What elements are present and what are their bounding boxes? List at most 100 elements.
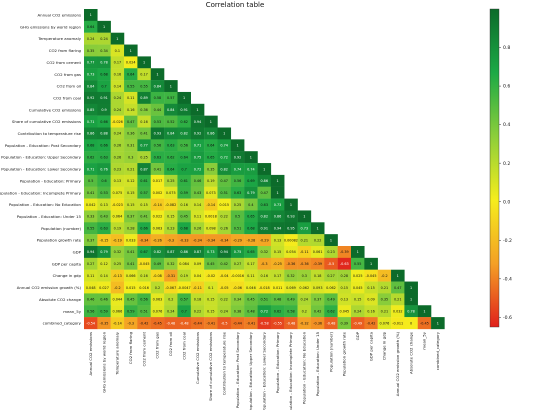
heatmap-cell [150,91,165,104]
heatmap-cell [190,317,205,330]
cell-value-label: 0.82 [180,132,188,136]
heatmap-cell [164,269,178,282]
cell-value-label: 0.7 [101,84,106,88]
row-label: Population - Education: Incomplete Prima… [0,190,82,195]
cell-value-label: -0.54 [86,321,95,325]
cell-value-label: 0.39 [341,321,349,325]
heatmap-cell [217,257,232,270]
cell-value-label: 1 [423,309,425,313]
column-label: Cumulative CO2 emissions [195,332,200,384]
heatmap-cell [217,151,232,164]
cell-value-label: 0.62 [167,155,175,159]
cell-value-label: 0.34 [234,298,242,302]
heatmap-cell [97,257,111,270]
chart-title: Correlation table [205,1,265,9]
heatmap-cell [137,127,151,140]
column-label: Population - Education: Lower Secondary [262,331,267,410]
column-label: GHG emissions by world region [101,331,106,392]
cell-value-label: 0.55 [127,84,135,88]
row-label: Change in gdp [53,273,82,278]
cell-value-label: 0.64 [87,25,95,29]
heatmap-cell [124,56,138,69]
cell-value-label: 0.46 [194,179,202,183]
heatmap-cell [124,222,138,235]
cell-value-label: 0.14 [114,84,122,88]
heatmap-cell [177,127,191,140]
row-label: mean_5y [63,309,81,314]
cell-value-label: 0.56 [140,298,148,302]
heatmap-cell [270,186,285,199]
heatmap-cell [84,115,98,128]
cell-value-label: 0.5 [235,215,240,219]
cell-value-label: 0.51 [234,227,242,231]
heatmap-cell [244,269,258,282]
heatmap-cell [97,151,111,164]
heatmap-cell [84,174,98,187]
cell-value-label: -0.19 [113,238,122,242]
cell-value-label: 0.67 [140,250,148,254]
heatmap-cell [97,293,111,306]
cell-value-label: 0.25 [167,179,175,183]
cell-value-label: 0.24 [114,132,122,136]
row-label: Population - Education: Post Secondary [5,143,82,148]
heatmap-cell [270,257,285,270]
cell-value-label: 0.23 [167,227,175,231]
heatmap-cell [257,186,272,199]
cell-value-label: 0.18 [194,298,202,302]
cell-value-label: 0.86 [207,132,215,136]
cell-value-label: 0.33 [87,215,95,219]
heatmap-cell [110,198,125,211]
heatmap-cell [230,269,245,282]
cell-value-label: 0.55 [87,227,95,231]
heatmap-cell [244,234,258,247]
heatmap-cell [284,257,298,270]
colorbar-tick-label: 0.6 [503,84,510,90]
heatmap-cell [110,174,125,187]
cell-value-label: 0.63 [234,191,242,195]
heatmap-cell [204,234,218,247]
cell-value-label: 0.24 [220,309,228,313]
cell-value-label: 0.94 [87,250,95,254]
colorbar-gradient [489,8,500,328]
cell-value-label: -0.11 [193,286,202,290]
heatmap-cell [204,139,218,152]
row-label: Share of cumulative CO2 emissions [12,119,81,124]
cell-value-label: 0.61 [180,179,188,183]
heatmap-cell [164,103,178,116]
cell-value-label: 0.066 [126,274,136,278]
heatmap-cell [84,281,98,294]
cell-value-label: 0.79 [247,191,255,195]
column-label: Contribution to temperature rise [221,331,226,395]
heatmap-cell [284,246,298,259]
heatmap-cell [190,163,205,176]
heatmap-cell [177,293,191,306]
cell-value-label: -0.36 [300,262,309,266]
cell-value-label: 1 [196,108,198,112]
heatmap-cell [177,198,191,211]
cell-value-label: -0.5 [221,321,228,325]
cell-value-label: 0.77 [140,144,148,148]
cell-value-label: 0.86 [260,179,268,183]
cell-value-label: 0.44 [154,108,162,112]
heatmap-cell [137,281,151,294]
heatmap-cell [150,139,165,152]
column-label: Population (number) [328,331,333,371]
heatmap-cell [150,269,165,282]
heatmap-cell [230,151,245,164]
cell-value-label: 0.82 [260,215,268,219]
heatmap-cell [84,163,98,176]
heatmap-cell [150,186,165,199]
cell-value-label: 0.37 [87,238,95,242]
heatmap-cell [150,127,165,140]
cell-value-label: -0.49 [353,321,362,325]
cell-value-label: 0.32 [260,250,268,254]
heatmap-cell [377,293,392,306]
heatmap-cell [84,103,98,116]
cell-value-label: 1 [370,262,372,266]
heatmap-cell [84,20,98,33]
heatmap-cell [204,293,218,306]
cell-value-label: 0.72 [260,309,268,313]
cell-value-label: -0.018 [259,286,270,290]
cell-value-label: 0.38 [234,309,242,313]
heatmap-cell [244,305,258,318]
